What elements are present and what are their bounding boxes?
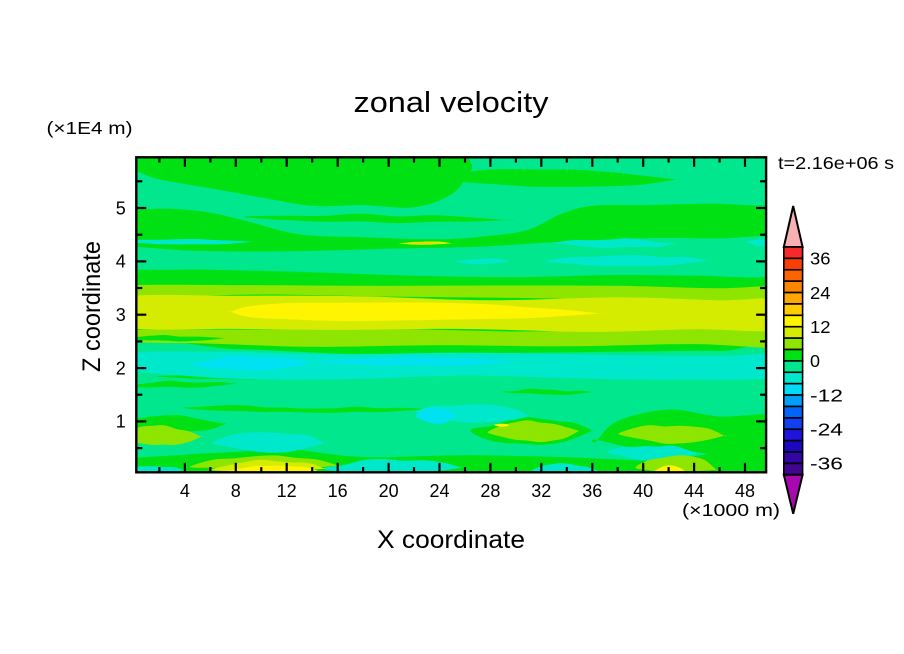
svg-text:0: 0 [810, 351, 820, 371]
svg-text:40: 40 [633, 481, 653, 501]
svg-text:1: 1 [116, 412, 126, 432]
svg-text:5: 5 [116, 198, 126, 218]
svg-text:28: 28 [480, 481, 500, 501]
svg-text:2: 2 [116, 358, 126, 378]
svg-text:12: 12 [810, 317, 831, 337]
svg-text:44: 44 [684, 481, 704, 501]
svg-text:(×1000 m): (×1000 m) [682, 500, 780, 520]
svg-text:zonal velocity: zonal velocity [354, 87, 550, 119]
svg-text:X coordinate: X coordinate [377, 526, 525, 554]
svg-text:36: 36 [810, 249, 831, 269]
svg-text:4: 4 [180, 481, 190, 501]
svg-text:3: 3 [116, 305, 126, 325]
svg-text:24: 24 [810, 283, 831, 303]
svg-text:Z coordinate: Z coordinate [78, 241, 106, 372]
svg-text:20: 20 [379, 481, 399, 501]
svg-text:t=2.16e+06 s: t=2.16e+06 s [778, 153, 894, 173]
svg-text:4: 4 [116, 252, 126, 272]
svg-text:-12: -12 [810, 385, 843, 405]
svg-text:12: 12 [277, 481, 297, 501]
svg-text:8: 8 [231, 481, 241, 501]
svg-text:(×1E4 m): (×1E4 m) [47, 118, 133, 138]
svg-text:32: 32 [531, 481, 551, 501]
svg-text:24: 24 [429, 481, 449, 501]
svg-text:36: 36 [582, 481, 602, 501]
svg-text:48: 48 [735, 481, 755, 501]
svg-text:-36: -36 [810, 454, 843, 474]
svg-text:16: 16 [328, 481, 348, 501]
svg-text:-24: -24 [810, 419, 843, 439]
